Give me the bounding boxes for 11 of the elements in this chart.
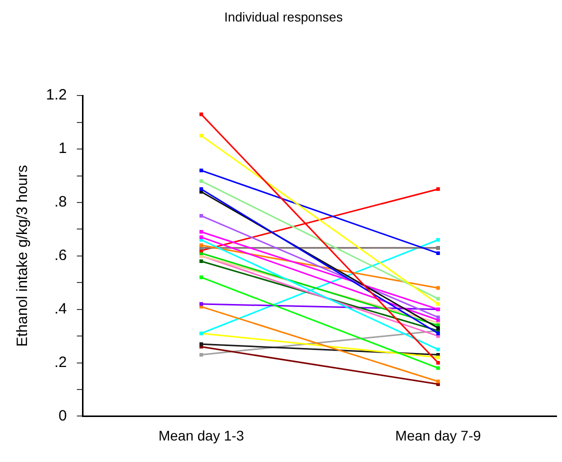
y-tick-label: .8: [54, 194, 67, 211]
y-tick-label: .4: [54, 300, 67, 318]
y-tick-label: .2: [54, 354, 67, 371]
y-tick-label: .6: [54, 247, 67, 264]
y-axis-title: Ethanol intake g/kg/3 hours: [14, 165, 32, 347]
y-tick-label: 0: [58, 407, 67, 424]
chart-title: Individual responses: [224, 9, 344, 24]
x-tick-label: Mean day 1-3: [158, 427, 244, 444]
x-tick-label: Mean day 7-9: [395, 427, 482, 444]
y-tick-label: 1: [58, 140, 67, 158]
y-tick-label: 1.2: [46, 86, 67, 104]
